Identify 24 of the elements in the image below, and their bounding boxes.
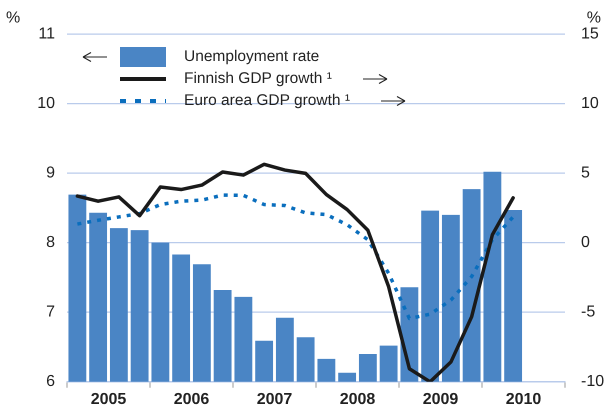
- y2-tick-label: -10: [581, 373, 604, 390]
- legend-label: Finnish GDP growth ¹: [184, 70, 332, 88]
- y-axis-title: %: [6, 9, 20, 26]
- x-tick-label: 2008: [340, 390, 376, 408]
- y2-tick-label: 0: [581, 234, 590, 252]
- y2-tick-label: 15: [581, 25, 599, 42]
- x-tick-label: 2006: [174, 390, 210, 408]
- x-tick-label: 2009: [422, 390, 458, 408]
- y-tick-label: 8: [46, 234, 56, 252]
- line-series: [76, 193, 515, 320]
- y-tick-label: 10: [37, 94, 56, 112]
- y2-tick-label: -5: [581, 304, 596, 321]
- y-tick-label: 7: [46, 304, 56, 321]
- y-tick-label: 11: [38, 25, 56, 42]
- y2-tick-label: 10: [581, 94, 599, 112]
- legend-label: Unemployment rate: [184, 48, 320, 66]
- x-tick-label: 2005: [90, 390, 126, 408]
- y-tick-label: 6: [46, 373, 56, 390]
- y2-tick-label: 5: [581, 164, 590, 182]
- legend-label: Euro area GDP growth ¹: [184, 92, 350, 110]
- x-tick-label: 2007: [256, 390, 292, 408]
- x-tick-label: 2010: [506, 390, 542, 408]
- y-tick-label: 9: [46, 164, 56, 182]
- y2-axis-title: %: [586, 9, 601, 26]
